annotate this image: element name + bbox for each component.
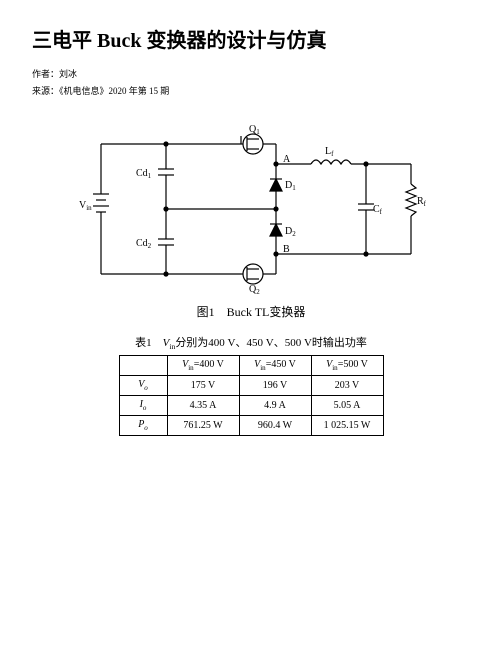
table-cell: 4.9 A <box>239 396 311 416</box>
label-b: B <box>283 244 290 255</box>
table-cell: Vo <box>119 376 167 396</box>
table-cell: 203 V <box>311 376 383 396</box>
table-cell: 175 V <box>167 376 239 396</box>
table-header-cell: Vin=500 V <box>311 356 383 376</box>
circuit-figure: Vin Cd1 Cd2 Q1 Q2 D1 D2 A B Lf Cf Rf 图1 … <box>32 124 470 320</box>
label-lf: Lf <box>325 146 334 158</box>
table-cell: 1 025.15 W <box>311 416 383 436</box>
label-q2: Q2 <box>249 284 260 294</box>
figure-caption: 图1 Buck TL变换器 <box>32 303 470 320</box>
label-rf: Rf <box>417 196 427 208</box>
label-cd1: Cd1 <box>136 168 152 180</box>
label-a: A <box>283 154 291 165</box>
table-cell: 5.05 A <box>311 396 383 416</box>
source-line: 来源：《机电信息》2020 年第 15 期 <box>32 85 470 99</box>
label-cf: Cf <box>373 204 383 216</box>
table-cell: 761.25 W <box>167 416 239 436</box>
table-title: 表1 Vin分别为400 V、450 V、500 V时输出功率 <box>32 334 470 351</box>
table-header-cell <box>119 356 167 376</box>
output-power-table: Vin=400 V Vin=450 V Vin=500 V Vo 175 V 1… <box>119 355 384 436</box>
label-d1: D1 <box>285 180 296 192</box>
table-row: Vo 175 V 196 V 203 V <box>119 376 383 396</box>
circuit-diagram: Vin Cd1 Cd2 Q1 Q2 D1 D2 A B Lf Cf Rf <box>71 124 431 294</box>
table-cell: Po <box>119 416 167 436</box>
table-cell: 960.4 W <box>239 416 311 436</box>
table-cell: 196 V <box>239 376 311 396</box>
table-cell: 4.35 A <box>167 396 239 416</box>
table-cell: Io <box>119 396 167 416</box>
table-row: Io 4.35 A 4.9 A 5.05 A <box>119 396 383 416</box>
label-q1: Q1 <box>249 124 260 136</box>
table-row: Po 761.25 W 960.4 W 1 025.15 W <box>119 416 383 436</box>
table-header-row: Vin=400 V Vin=450 V Vin=500 V <box>119 356 383 376</box>
label-cd2: Cd2 <box>136 238 152 250</box>
table-header-cell: Vin=450 V <box>239 356 311 376</box>
page-title: 三电平 Buck 变换器的设计与仿真 <box>32 28 470 54</box>
table-header-cell: Vin=400 V <box>167 356 239 376</box>
label-d2: D2 <box>285 226 296 238</box>
label-vin: Vin <box>79 200 92 212</box>
author-line: 作者：刘冰 <box>32 68 470 82</box>
